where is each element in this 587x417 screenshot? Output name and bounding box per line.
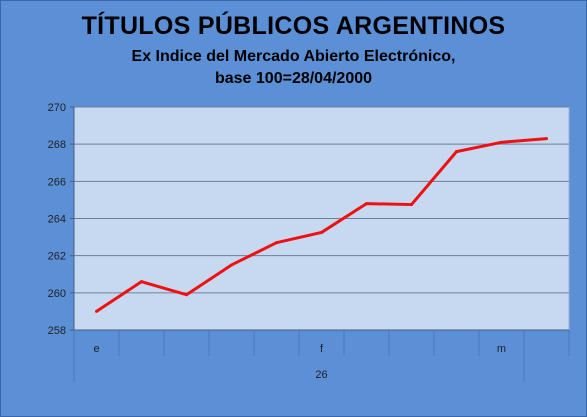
chart-subtitle-line-2: base 100=28/04/2000 xyxy=(214,70,373,87)
x-month-label: e xyxy=(93,343,99,355)
data-point xyxy=(410,203,413,207)
data-point xyxy=(140,280,143,284)
y-tick-label: 258 xyxy=(48,325,66,337)
x-year-label: 26 xyxy=(315,369,327,381)
data-point xyxy=(365,202,368,206)
chart-title: TÍTULOS PÚBLICOS ARGENTINOS xyxy=(81,12,506,40)
gridlines xyxy=(74,106,569,331)
data-point xyxy=(500,140,503,144)
y-axis: 258 260 262 264 266 268 270 xyxy=(48,102,75,337)
series-layer xyxy=(95,137,548,313)
y-tick-label: 270 xyxy=(48,102,66,114)
data-point xyxy=(275,241,278,245)
data-point xyxy=(320,230,323,234)
data-point xyxy=(95,309,98,313)
y-tick-label: 264 xyxy=(48,214,66,226)
x-month-label: f xyxy=(320,343,324,355)
x-axis: e f m 26 xyxy=(73,330,570,382)
data-point xyxy=(545,137,548,141)
y-tick-label: 262 xyxy=(48,251,66,263)
data-point xyxy=(455,150,458,154)
y-tick-label: 260 xyxy=(48,288,66,300)
chart-subtitle-line-1: Ex Indice del Mercado Abierto Electrónic… xyxy=(131,48,456,65)
y-tick-label: 268 xyxy=(48,139,66,151)
data-point xyxy=(185,293,188,297)
y-tick-label: 266 xyxy=(48,176,66,188)
data-point xyxy=(230,263,233,267)
x-month-label: m xyxy=(497,343,506,355)
